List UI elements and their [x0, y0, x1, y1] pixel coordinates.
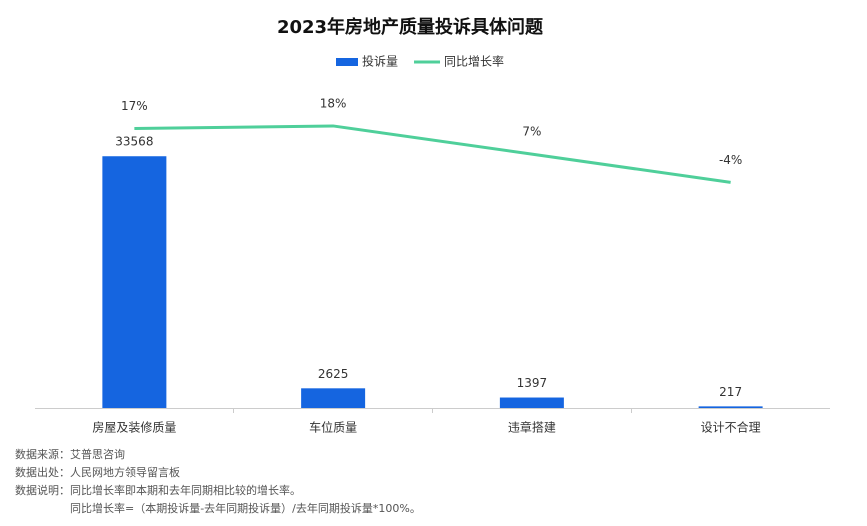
x-tick-label: 设计不合理 — [701, 420, 761, 435]
note-text: 艾普思咨询 — [70, 447, 125, 461]
note-label: 数据来源： — [15, 447, 70, 461]
data-label: 7% — [522, 125, 541, 139]
data-label: -4% — [719, 153, 742, 167]
bar — [499, 397, 564, 408]
chart-title: 2023年房地产质量投诉具体问题 — [277, 16, 544, 38]
note-text: 人民网地方领导留言板 — [70, 465, 180, 479]
note-label: 数据出处： — [15, 465, 70, 479]
data-label: 1397 — [517, 376, 548, 390]
data-label: 18% — [320, 96, 347, 110]
x-tick-label: 车位质量 — [309, 420, 357, 435]
note-label: 数据说明： — [15, 483, 70, 497]
bar — [301, 388, 366, 408]
note-text: 同比增长率即本期和去年同期相比较的增长率。 — [70, 483, 301, 497]
data-label: 33568 — [115, 135, 153, 149]
x-tick-label: 违章搭建 — [508, 420, 556, 435]
data-label: 17% — [121, 99, 148, 113]
bar — [698, 406, 763, 408]
x-tick-label: 房屋及装修质量 — [92, 420, 176, 435]
data-label: 2625 — [318, 367, 349, 381]
bar — [102, 156, 167, 408]
data-label: 217 — [719, 385, 742, 399]
legend-label: 投诉量 — [362, 54, 398, 69]
legend-label: 同比增长率 — [444, 54, 504, 69]
line — [134, 124, 731, 184]
legend-swatch — [336, 58, 358, 66]
note-formula: 同比增长率=（本期投诉量-去年同期投诉量）/去年同期投诉量*100%。 — [70, 501, 421, 515]
